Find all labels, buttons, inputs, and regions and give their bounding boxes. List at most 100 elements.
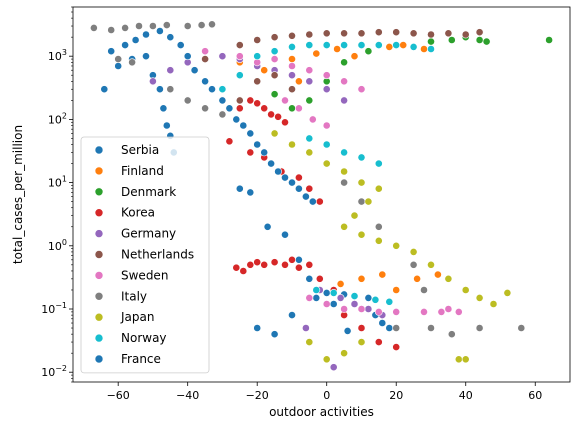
data-point	[260, 260, 269, 269]
data-point	[270, 90, 279, 99]
y-tick-label: 102	[48, 111, 67, 126]
legend-label: Japan	[120, 310, 154, 324]
data-point	[322, 159, 331, 168]
data-point	[357, 324, 366, 332]
data-point	[208, 85, 216, 94]
data-point	[305, 338, 314, 346]
data-point	[270, 258, 279, 267]
data-point	[357, 338, 366, 346]
data-point	[305, 77, 314, 86]
data-point	[336, 293, 345, 302]
data-point	[162, 121, 171, 130]
data-point	[253, 258, 262, 267]
data-point	[364, 305, 373, 313]
data-point	[447, 330, 456, 339]
data-point	[235, 104, 244, 113]
data-point	[444, 274, 453, 283]
data-point	[270, 33, 279, 42]
data-point	[374, 41, 383, 49]
data-point	[218, 96, 227, 105]
data-point	[420, 45, 428, 53]
data-point	[444, 305, 453, 313]
data-point	[322, 121, 331, 130]
data-point	[350, 211, 359, 220]
data-point	[420, 307, 428, 316]
data-point	[392, 324, 401, 332]
data-point	[176, 41, 185, 49]
data-point	[294, 263, 303, 272]
data-point	[288, 31, 296, 40]
data-point	[270, 47, 279, 56]
data-point	[374, 338, 383, 346]
data-point	[545, 36, 553, 44]
data-point	[155, 27, 164, 35]
legend: Serbia Finland Denmark Korea Germany Netherla…	[80, 136, 210, 374]
data-point	[114, 55, 123, 63]
data-point	[288, 55, 296, 63]
data-point	[218, 85, 227, 94]
data-point	[340, 222, 348, 231]
data-point	[121, 41, 129, 49]
data-point	[364, 47, 373, 56]
data-point	[305, 66, 314, 75]
data-point	[357, 305, 366, 313]
data-point	[294, 173, 303, 182]
data-point	[155, 85, 164, 94]
data-point	[329, 288, 338, 297]
data-point	[246, 260, 255, 269]
data-point	[357, 29, 366, 38]
data-point	[392, 286, 401, 294]
data-point	[322, 288, 331, 297]
data-point	[374, 184, 383, 193]
data-point	[482, 37, 491, 46]
data-point	[427, 260, 435, 269]
data-point	[322, 140, 331, 149]
data-point	[475, 324, 484, 332]
data-point	[371, 295, 380, 304]
data-point	[503, 288, 512, 297]
data-point	[392, 28, 401, 37]
data-point	[340, 96, 348, 105]
data-point	[131, 36, 140, 44]
data-point	[340, 178, 348, 187]
data-point	[357, 153, 366, 162]
data-point	[281, 96, 289, 105]
data-point	[183, 52, 192, 61]
data-point	[427, 37, 435, 46]
data-point	[281, 230, 289, 239]
data-point	[340, 305, 348, 313]
data-point	[343, 326, 352, 335]
data-point	[322, 300, 331, 308]
data-point	[378, 319, 387, 327]
data-point	[270, 55, 279, 63]
data-point	[208, 20, 216, 29]
data-point	[121, 23, 129, 32]
data-point	[232, 115, 241, 124]
data-point	[322, 71, 331, 80]
y-tick-label: 10−1	[41, 301, 67, 316]
legend-marker	[94, 187, 104, 197]
data-point	[315, 274, 324, 283]
data-point	[239, 267, 248, 275]
data-point	[329, 300, 338, 308]
data-point	[340, 167, 348, 176]
data-point	[475, 28, 484, 37]
data-point	[183, 96, 192, 105]
data-point	[322, 355, 331, 364]
data-point	[305, 293, 314, 302]
data-point	[263, 222, 272, 231]
data-point	[148, 22, 157, 30]
data-point	[374, 307, 383, 316]
data-point	[239, 121, 248, 130]
data-point	[409, 247, 418, 256]
data-point	[294, 104, 303, 113]
x-tick-label: 20	[389, 389, 403, 402]
x-tick-label: 40	[459, 389, 473, 402]
data-point	[489, 300, 498, 308]
data-point	[399, 41, 408, 49]
data-point	[420, 286, 428, 294]
data-point	[225, 137, 234, 146]
data-point	[454, 355, 463, 364]
legend-box	[80, 136, 210, 374]
data-point	[135, 22, 143, 30]
